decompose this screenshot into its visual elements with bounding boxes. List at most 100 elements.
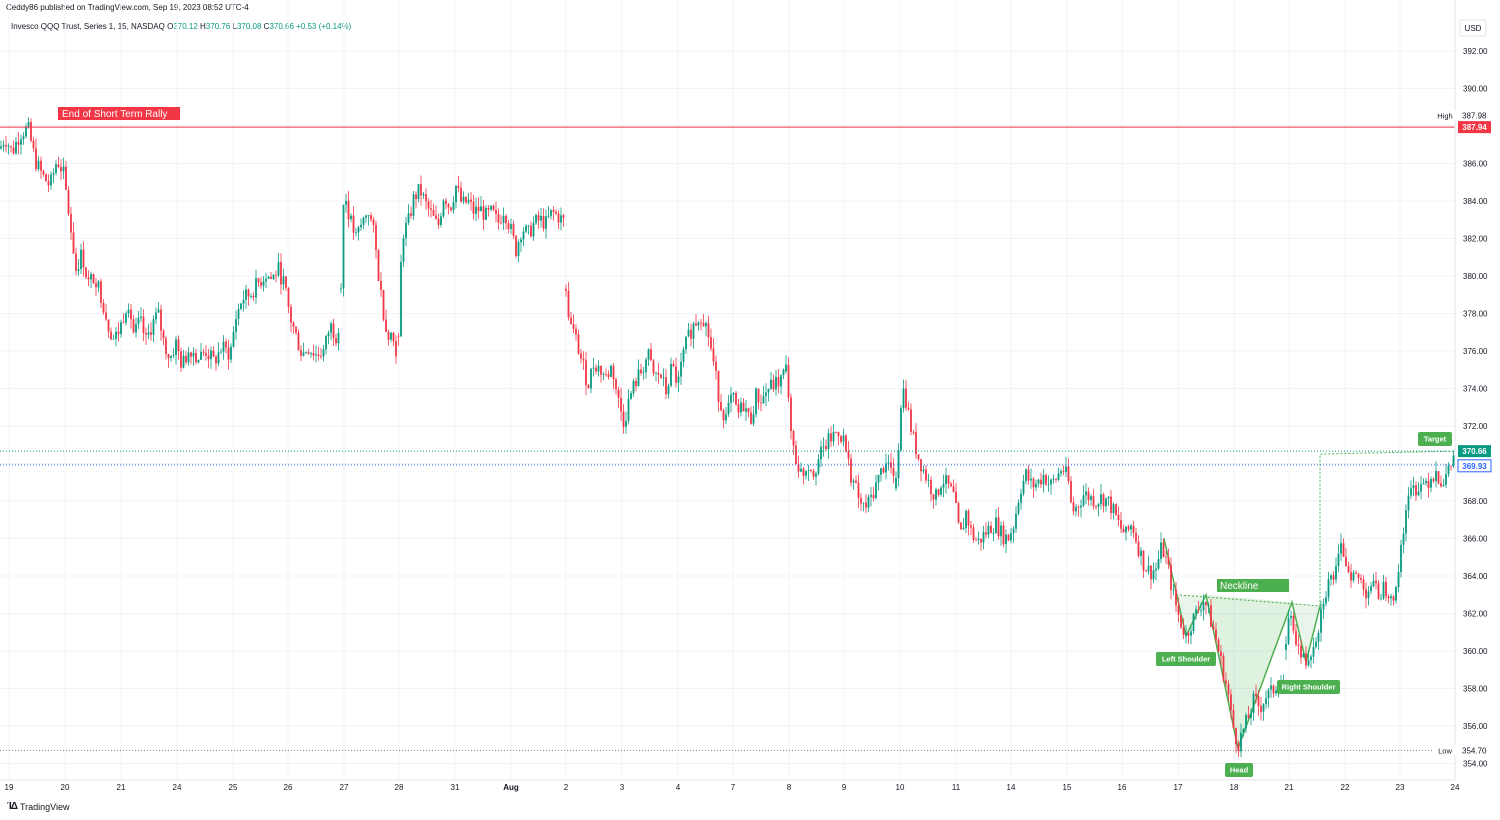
candle-body bbox=[740, 402, 742, 413]
candle-body bbox=[327, 332, 330, 337]
candle-body bbox=[1407, 495, 1410, 511]
candle-body bbox=[320, 355, 322, 357]
candle-body bbox=[987, 525, 990, 535]
candle-body bbox=[65, 166, 67, 190]
candle-body bbox=[775, 377, 777, 390]
candle-body bbox=[137, 317, 140, 325]
candle-body bbox=[1232, 709, 1235, 729]
annotation-end-of-short-term-rally[interactable]: End of Short Term Rally bbox=[58, 107, 180, 120]
tradingview-logo[interactable]: ΊΔ TradingView bbox=[7, 801, 69, 812]
grid bbox=[0, 0, 1456, 780]
candle-body bbox=[375, 224, 377, 250]
candle-body bbox=[40, 160, 42, 171]
candle-body bbox=[1442, 485, 1445, 487]
candle-body bbox=[970, 525, 972, 528]
annotation-box bbox=[1156, 652, 1216, 666]
candle-body bbox=[712, 348, 715, 362]
candle-body bbox=[440, 216, 442, 225]
candle-body bbox=[1380, 598, 1382, 600]
candle-body bbox=[1327, 579, 1330, 598]
candle-body bbox=[122, 322, 125, 324]
candle-body bbox=[710, 337, 712, 349]
candle-body bbox=[1392, 596, 1395, 601]
annotation-target[interactable]: Target bbox=[1418, 432, 1452, 446]
candle-body bbox=[1207, 605, 1210, 606]
y-tick-label: 382.00 bbox=[1463, 235, 1488, 244]
candle-body bbox=[1405, 510, 1407, 534]
candle-body bbox=[62, 166, 65, 172]
candle-body bbox=[787, 364, 790, 398]
candle-body bbox=[1027, 469, 1030, 481]
candle-body bbox=[1370, 586, 1372, 592]
candle-body bbox=[427, 201, 430, 209]
candle-body bbox=[1375, 580, 1377, 584]
candle-body bbox=[937, 489, 940, 495]
candle-body bbox=[950, 483, 952, 487]
candle-body bbox=[1287, 618, 1290, 644]
annotation-head[interactable]: Head bbox=[1225, 763, 1253, 777]
candle-body bbox=[390, 332, 392, 340]
candle-body bbox=[412, 194, 415, 216]
currency-button[interactable] bbox=[1459, 19, 1487, 37]
candle-body bbox=[917, 454, 920, 460]
candle-body bbox=[1172, 589, 1175, 591]
candle-body bbox=[640, 369, 642, 374]
candle-body bbox=[985, 532, 987, 535]
price-axis[interactable]: USD 392.00390.00388.00386.00384.00382.00… bbox=[1434, 0, 1500, 780]
candle-body bbox=[1042, 474, 1045, 485]
candle-body bbox=[1100, 494, 1102, 505]
candle-body bbox=[1240, 732, 1242, 752]
candle-body bbox=[220, 351, 222, 353]
candle-body bbox=[485, 207, 487, 220]
candle-body bbox=[82, 249, 85, 268]
annotation-left-shoulder[interactable]: Left Shoulder bbox=[1156, 652, 1216, 666]
candle-body bbox=[472, 201, 475, 214]
candle-body bbox=[915, 432, 917, 455]
candle-body bbox=[1197, 609, 1200, 611]
candle-body bbox=[1125, 526, 1127, 533]
candle-body bbox=[470, 199, 472, 202]
candle-body bbox=[877, 474, 880, 483]
candle-body bbox=[1090, 496, 1092, 501]
candle-body bbox=[727, 402, 730, 415]
candle-body bbox=[835, 432, 837, 433]
candle-body bbox=[555, 211, 557, 214]
time-axis[interactable]: 19 20 21 24 25 26 27 28 31 Aug 2 3 4 7 8 9 10 11 14 15 16 17 1… bbox=[0, 779, 1460, 792]
candle-body bbox=[747, 408, 750, 413]
candle-body bbox=[1212, 626, 1215, 630]
candle-body bbox=[2, 144, 5, 147]
candle-body bbox=[1355, 572, 1357, 574]
candle-body bbox=[67, 189, 70, 214]
candle-body bbox=[382, 289, 385, 320]
annotation-right-shoulder[interactable]: Right Shoulder bbox=[1277, 680, 1340, 694]
candle-body bbox=[265, 278, 267, 282]
candle-body bbox=[1147, 565, 1150, 572]
annotation-neckline[interactable]: Neckline bbox=[1217, 579, 1289, 592]
candle-body bbox=[1262, 704, 1265, 712]
candle-body bbox=[202, 351, 205, 353]
annotation-text: Right Shoulder bbox=[1282, 683, 1336, 692]
x-tick-label: 8 bbox=[787, 783, 792, 792]
candle-body bbox=[785, 364, 787, 372]
x-tick-label: 21 bbox=[1285, 783, 1294, 792]
candle-body bbox=[837, 432, 840, 437]
candle-body bbox=[152, 319, 155, 335]
candle-body bbox=[230, 346, 232, 360]
candle-body bbox=[512, 224, 515, 236]
price-label-354-70: Low 354.70 bbox=[1434, 745, 1487, 756]
candle-body bbox=[352, 215, 355, 233]
candle-body bbox=[262, 281, 265, 286]
candle-body bbox=[572, 323, 575, 329]
candle-body bbox=[692, 323, 695, 339]
candle-body bbox=[942, 484, 945, 488]
candle-body bbox=[1072, 502, 1075, 512]
candle-body bbox=[707, 323, 710, 338]
candle-body bbox=[797, 464, 800, 472]
candle-body bbox=[20, 139, 22, 145]
candle-body bbox=[952, 486, 955, 492]
candle-body bbox=[557, 213, 560, 223]
candle-body bbox=[855, 480, 857, 483]
candle-body bbox=[897, 450, 900, 478]
candle-body bbox=[642, 371, 645, 374]
